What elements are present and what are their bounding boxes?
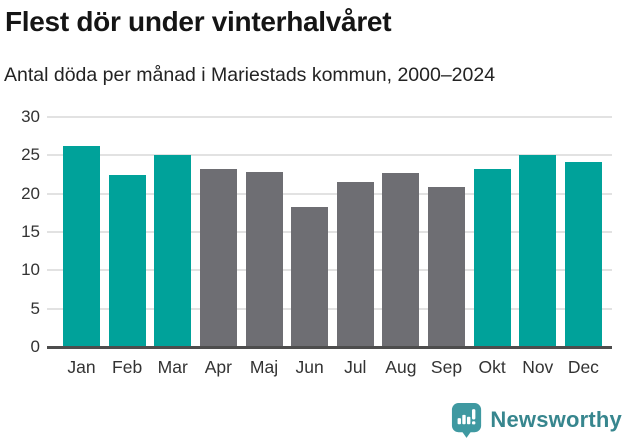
x-tick-label-jun: Jun	[295, 357, 324, 377]
brand-footer: Newsworthy	[451, 402, 622, 438]
bar-maj	[245, 172, 283, 347]
gridline-10	[47, 269, 612, 272]
x-tick-label-aug: Aug	[385, 357, 417, 377]
bar-series	[47, 117, 612, 347]
gridline-30	[47, 116, 612, 118]
x-tick-label-dec: Dec	[567, 357, 599, 377]
x-axis-labels: Jan Feb Mar Apr Maj Jun Jul Aug Sep Okt Nov Dec	[47, 357, 612, 378]
brand-name: Newsworthy	[490, 407, 622, 432]
bar-apr	[199, 169, 237, 347]
x-tick-label-jan: Jan	[67, 357, 96, 377]
y-tick-label-25: 25	[21, 145, 40, 165]
bar-aug	[382, 172, 420, 347]
plot-area	[47, 116, 612, 347]
x-axis-line	[47, 346, 612, 349]
x-tick-label-feb: Feb	[112, 357, 143, 377]
gridline-20	[47, 192, 612, 195]
bar-jan	[63, 146, 100, 347]
y-tick-label-20: 20	[21, 183, 40, 203]
bar-mar	[154, 154, 192, 347]
y-tick-label-5: 5	[30, 298, 40, 318]
y-tick-label-30: 30	[21, 107, 40, 126]
bar-okt	[473, 169, 511, 347]
bar-sep	[428, 186, 465, 347]
x-tick-label-okt: Okt	[478, 357, 506, 377]
x-tick-label-nov: Nov	[522, 357, 554, 377]
x-tick-label-sep: Sep	[430, 357, 463, 377]
bar-feb	[108, 174, 146, 347]
gridline-15	[47, 231, 612, 233]
chart-subtitle: Antal döda per månad i Mariestads kommun…	[4, 64, 496, 86]
y-tick-label-10: 10	[21, 260, 40, 280]
y-tick-label-0: 0	[30, 337, 40, 356]
bar-dec	[564, 162, 602, 347]
x-tick-label-maj: Maj	[249, 357, 279, 377]
bar-jun	[291, 206, 329, 347]
newsworthy-logo-icon	[452, 403, 482, 438]
gridline-5	[47, 307, 612, 310]
chart-title: Flest dör under vinterhalvåret	[5, 6, 392, 37]
gridline-25	[47, 154, 612, 157]
bar-jul	[336, 182, 374, 347]
bar-nov	[519, 154, 557, 347]
x-tick-label-apr: Apr	[204, 357, 232, 377]
y-tick-label-15: 15	[21, 222, 40, 241]
x-tick-label-mar: Mar	[157, 357, 188, 377]
x-tick-label-jul: Jul	[344, 357, 367, 377]
